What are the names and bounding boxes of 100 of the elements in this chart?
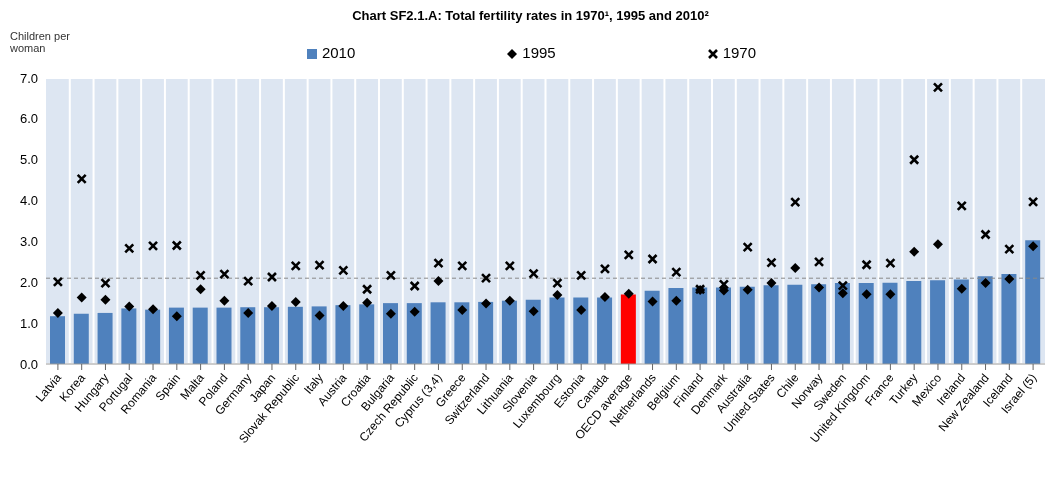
point [766, 257, 777, 268]
bar [454, 302, 470, 364]
bar [716, 287, 731, 364]
point [409, 280, 420, 292]
bar [644, 290, 660, 364]
point [837, 288, 848, 299]
point [504, 295, 515, 306]
bar [692, 287, 708, 364]
bar [430, 302, 446, 364]
point [290, 296, 301, 307]
bar [906, 281, 922, 364]
legend-label: 1970 [721, 44, 757, 62]
point [456, 260, 468, 272]
point [908, 154, 920, 166]
point [861, 259, 872, 271]
point [481, 298, 492, 309]
bar [73, 313, 89, 364]
point [956, 283, 967, 294]
point [980, 278, 991, 289]
point [932, 82, 944, 93]
point [266, 271, 278, 283]
chart-title: Chart SF2.1.A: Total fertility rates in 1970¹, 1995 and 2010² [351, 8, 710, 25]
point [433, 257, 444, 269]
point [956, 200, 968, 212]
y-tick-label: 3.0 [19, 234, 38, 250]
y-tick-label: 0.0 [19, 356, 38, 372]
point [433, 276, 444, 287]
point [171, 240, 183, 251]
bar [1025, 240, 1041, 364]
bar [50, 316, 65, 364]
point [266, 300, 277, 311]
point [314, 310, 325, 321]
point [338, 265, 349, 276]
bar [168, 307, 184, 364]
point [742, 241, 753, 253]
bar [882, 282, 898, 364]
bar [501, 300, 517, 364]
point [814, 282, 825, 293]
point [766, 278, 777, 289]
point [147, 240, 159, 252]
point [100, 294, 111, 305]
y-tick-label: 2.0 [19, 274, 38, 290]
point [909, 246, 920, 257]
point [457, 305, 468, 316]
bar [525, 299, 541, 364]
bar [264, 307, 280, 364]
bar [311, 306, 327, 364]
bar [858, 283, 874, 364]
bar [97, 312, 113, 364]
point [290, 260, 302, 272]
point [885, 289, 896, 300]
point [789, 196, 801, 208]
point [671, 266, 682, 278]
point [623, 249, 635, 261]
point [837, 280, 849, 291]
point [647, 253, 658, 265]
point [885, 257, 896, 269]
bar [478, 301, 494, 364]
bar [192, 307, 208, 364]
point [980, 229, 991, 240]
point [171, 311, 182, 322]
point [385, 308, 396, 319]
bar [121, 308, 137, 364]
point [932, 239, 943, 250]
point [195, 270, 206, 281]
point [76, 292, 87, 303]
point [409, 306, 420, 317]
bar [763, 285, 779, 364]
bar [953, 279, 969, 364]
point [599, 263, 611, 275]
y-axis-title: Children per woman [10, 30, 70, 54]
point [362, 297, 373, 308]
point [528, 306, 539, 317]
point [552, 277, 563, 289]
point [528, 268, 539, 280]
point [718, 279, 730, 290]
bar [739, 286, 755, 364]
point [1027, 196, 1039, 208]
point [623, 288, 634, 299]
bar [668, 288, 684, 364]
y-tick-label: 4.0 [19, 193, 38, 209]
point [575, 270, 587, 281]
point [314, 259, 325, 271]
y-tick-label: 1.0 [19, 315, 38, 331]
point [480, 272, 492, 284]
bar [359, 304, 375, 364]
point [242, 275, 254, 287]
point [861, 289, 872, 300]
point [576, 305, 587, 316]
bar [834, 283, 850, 364]
point [52, 307, 63, 318]
point [124, 301, 135, 312]
point [504, 260, 516, 272]
bar [977, 276, 993, 364]
bar [335, 305, 351, 364]
point [813, 256, 825, 268]
bar [811, 284, 827, 364]
point [76, 173, 87, 185]
bar [1001, 274, 1017, 364]
point [385, 270, 397, 281]
